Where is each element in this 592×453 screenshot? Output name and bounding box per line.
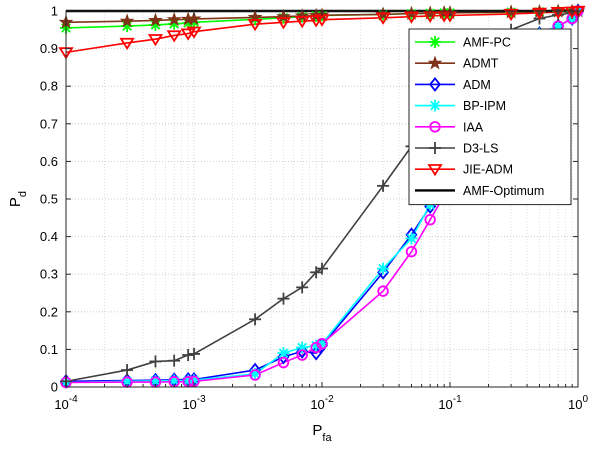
y-tick-label: 0.7 [40,116,58,131]
legend-swatch-marker [429,121,441,133]
data-point-jie-adm [294,16,310,29]
y-axis-label-sub: d [17,191,29,197]
data-point-iaa [316,338,328,350]
legend-swatch-marker [427,164,443,177]
data-point-adm [296,343,309,359]
data-point-iaa [249,369,261,381]
legend-entry-iaa: IAA [415,120,484,134]
legend-entry-amf-optimum: AMF-Optimum [415,184,544,198]
legend-swatch-marker [430,37,440,47]
axis-ticks [65,10,579,388]
x-tick-label-exponent: -1 [453,394,462,405]
legend-box [408,28,572,206]
legend-entry-jie-adm: JIE-ADM [415,163,513,177]
x-tick-label-base: 10 [568,397,582,412]
y-tick-label: 0.4 [40,229,58,244]
y-tick-label: 0.2 [40,304,58,319]
legend-entry-admt: ADMT [415,55,499,71]
legend-label: JIE-ADM [463,163,513,177]
data-point-jie-adm [247,19,263,32]
data-point-adm [277,349,290,365]
data-point-admt [294,8,310,23]
data-point-jie-adm [119,37,135,51]
y-tick-label: 0.8 [40,79,58,94]
x-tick-label-exponent: -2 [325,394,334,405]
x-tick-label-base: 10 [54,397,68,412]
y-tick-label: 0.9 [40,41,58,56]
y-tick-label: 1 [51,4,58,19]
data-point-jie-adm [186,26,202,39]
x-tick-label-base: 10 [310,397,324,412]
x-tick-label-exponent: -3 [197,394,206,405]
x-tick-label-base: 10 [438,397,452,412]
y-axis-label: Pd [7,191,29,207]
data-point-bp-ipm [406,233,417,244]
legend-label: AMF-Optimum [463,184,544,198]
data-point-jie-adm [375,12,391,25]
x-axis-label-main: P [312,422,322,439]
legend-swatch-marker [430,100,440,111]
x-tick-label: 10-2 [310,394,334,412]
data-point-iaa [310,341,322,354]
data-point-admt [166,11,182,26]
data-point-jie-adm [531,7,548,20]
data-point-bp-ipm [378,263,388,274]
legend-label: AMF-PC [463,36,511,50]
legend-entry-bp-ipm: BP-IPM [415,99,506,113]
data-point-iaa [296,349,308,361]
data-point-bp-ipm [317,338,327,349]
y-axis-label-main: P [7,197,24,207]
data-point-jie-adm [275,17,292,30]
legend-entry-amf-pc: AMF-PC [415,36,511,50]
x-tick-label-exponent: -4 [69,394,78,405]
y-tick-label: 0.6 [40,154,58,169]
x-axis-label: Pfa [312,422,332,444]
data-point-bp-ipm [278,348,289,358]
legend-entry-adm: ADM [415,76,491,92]
data-point-jie-adm [403,11,420,24]
legend-label: D3-LS [463,142,498,156]
legend-label: BP-IPM [463,99,506,113]
legend-swatch-marker [427,55,443,70]
legend-label: IAA [463,120,484,134]
data-point-admt [276,8,291,23]
y-tick-label: 0 [51,380,58,395]
data-point-jie-adm [147,34,164,47]
data-point-iaa [424,213,436,226]
legend: AMF-PC ADMT ADM BP-IPM IAA D3-LS JIE-ADM AMF-Op… [408,28,572,206]
data-point-iaa [405,245,418,258]
data-point-jie-adm [550,7,566,20]
x-tick-label-exponent: 0 [582,394,588,405]
x-tick-label: 10-4 [54,394,78,412]
y-tick-label: 0.1 [40,342,58,357]
y-tick-label: 0.5 [40,192,58,207]
x-tick-label: 100 [568,394,588,412]
legend-entry-d3-ls: D3-LS [415,142,498,156]
x-axis-label-sub: fa [322,432,332,444]
data-point-iaa [377,285,389,297]
data-point-admt [148,12,163,27]
tick-labels: 10-4 10-3 10-2 10-1 10000.10.20.30.40.50.60.… [40,4,589,413]
legend-swatch-marker [429,76,441,92]
data-point-adm [377,264,390,280]
data-point-jie-adm [503,8,519,22]
legend-label: ADMT [463,57,499,71]
data-point-iaa [277,356,290,369]
data-point-admt [186,11,202,26]
data-point-jie-adm [570,5,586,19]
data-point-jie-adm [166,30,182,43]
y-tick-label: 0.3 [40,267,58,282]
x-tick-label: 10-1 [438,394,462,412]
x-tick-label-base: 10 [182,397,196,412]
x-tick-label: 10-3 [182,394,206,412]
legend-label: ADM [463,78,491,92]
data-point-admt [119,13,135,28]
data-point-jie-adm [422,10,438,23]
